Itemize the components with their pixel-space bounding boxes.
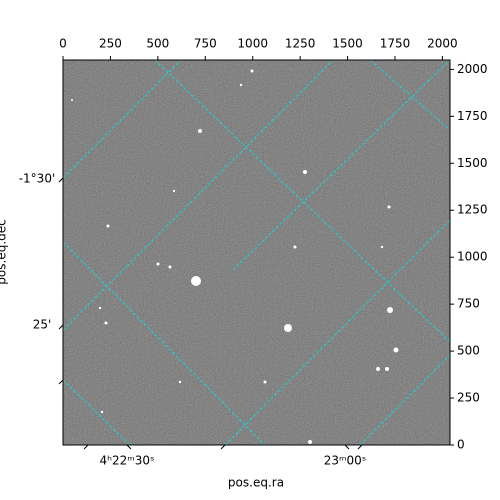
y-tick-label: 1500 [457, 156, 488, 170]
y-tick-label: 1000 [457, 250, 488, 264]
y-tick-label: 750 [457, 297, 480, 311]
dec-tick-label: 25' [33, 318, 52, 332]
y-tick-label: 250 [457, 391, 480, 405]
y-tick-label: 0 [457, 438, 465, 452]
y-tick-label: 1750 [457, 109, 488, 123]
ra-tick-label: 23ᵐ00ˢ [324, 454, 367, 468]
wcs-ticks [58, 177, 363, 450]
x-tick-label: 750 [194, 37, 217, 51]
x-tick-label: 250 [99, 37, 122, 51]
x-tick-label: 1000 [237, 37, 268, 51]
x-tick-label: 500 [146, 37, 169, 51]
sky-image [63, 60, 450, 445]
x-tick-label: 1500 [332, 37, 363, 51]
plot-frame [62, 59, 451, 446]
x-axis-label: pos.eq.ra [228, 476, 284, 490]
x-tick-label: 2000 [427, 37, 458, 51]
x-tick-label: 0 [59, 37, 67, 51]
y-axis-label: pos.eq.dec [0, 219, 9, 284]
y-tick-label: 500 [457, 344, 480, 358]
y-tick-label: 2000 [457, 62, 488, 76]
y-tick-label: 1250 [457, 203, 488, 217]
x-tick-label: 1750 [380, 37, 411, 51]
ra-tick-label: 4ʰ22ᵐ30ˢ [100, 454, 155, 468]
dec-tick-label: -1°30' [19, 172, 56, 186]
coordinate-grid [63, 60, 450, 445]
x-tick-label: 1250 [285, 37, 316, 51]
